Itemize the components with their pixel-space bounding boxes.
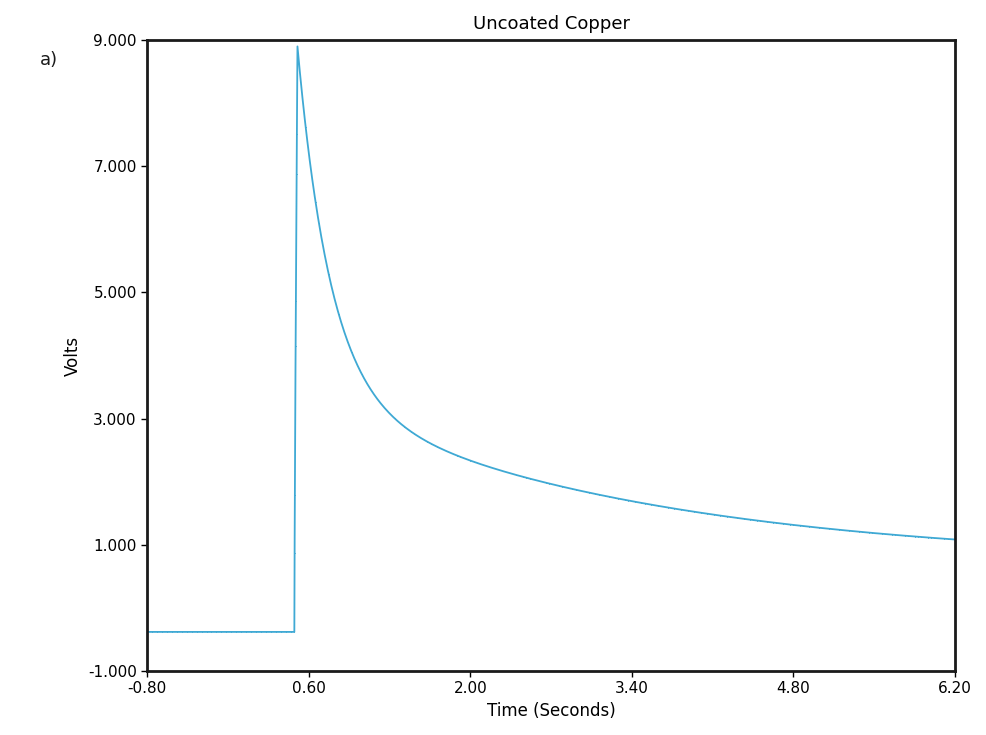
Title: Uncoated Copper: Uncoated Copper bbox=[472, 15, 629, 33]
X-axis label: Time (Seconds): Time (Seconds) bbox=[486, 702, 615, 720]
Y-axis label: Volts: Volts bbox=[64, 335, 82, 376]
Text: a): a) bbox=[39, 51, 57, 69]
